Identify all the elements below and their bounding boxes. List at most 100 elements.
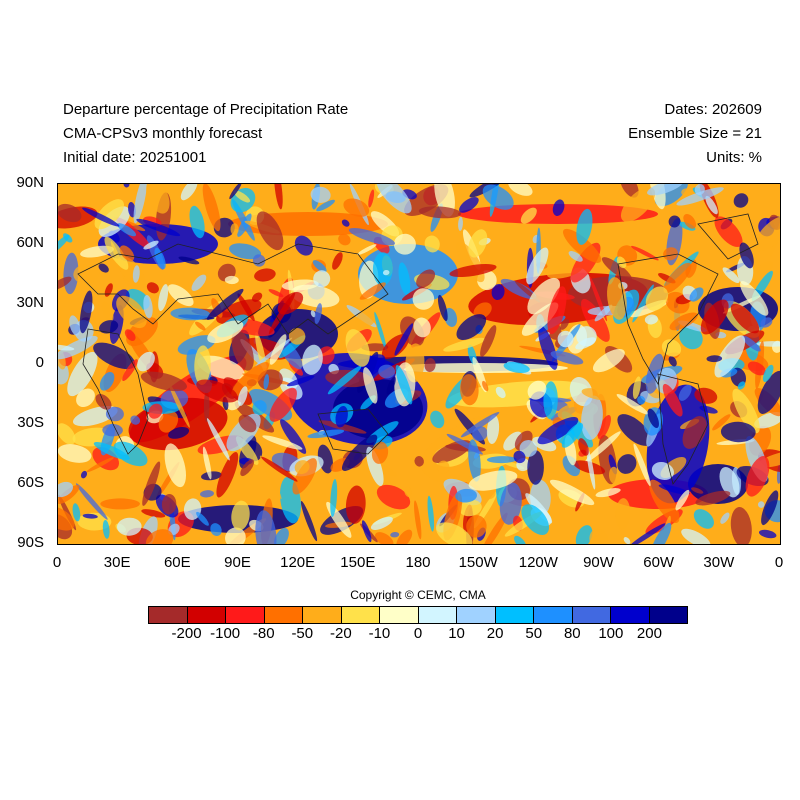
colorbar-tick-label: 50 — [525, 625, 543, 642]
colorbar-tick-label: -10 — [368, 625, 391, 642]
anomaly-patch — [482, 184, 514, 210]
anomaly-patch — [252, 292, 263, 302]
anomaly-patch — [73, 263, 100, 284]
anomaly-patch — [80, 245, 114, 258]
anomaly-patch — [348, 228, 395, 246]
anomaly-patch — [706, 355, 723, 363]
anomaly-patch — [589, 528, 609, 544]
anomaly-patch — [104, 236, 129, 270]
colorbar-tick-label: -80 — [252, 625, 275, 642]
anomaly-patch — [396, 529, 413, 544]
anomaly-patch — [210, 523, 222, 537]
anomaly-patch — [158, 284, 169, 312]
anomaly-patch — [649, 479, 680, 523]
anomaly-patch — [161, 494, 177, 515]
anomaly-patch — [310, 310, 316, 318]
anomaly-patch — [58, 276, 72, 290]
anomaly-patch — [562, 228, 602, 263]
anomaly-patch — [486, 414, 500, 445]
anomaly-patch — [69, 315, 81, 336]
anomaly-patch — [427, 495, 435, 532]
anomaly-patch — [146, 282, 159, 294]
anomaly-patch — [682, 416, 707, 449]
anomaly-patch — [527, 277, 561, 315]
anomaly-patch — [434, 184, 455, 217]
coastline — [317, 408, 389, 455]
anomaly-patch — [145, 529, 174, 544]
anomaly-patch — [503, 361, 530, 374]
anomaly-patch — [58, 444, 92, 463]
coastlines — [77, 213, 759, 485]
colorbar-swatch — [457, 607, 496, 623]
anomaly-patch — [669, 312, 698, 331]
anomaly-patch — [668, 215, 681, 228]
anomaly-patch — [361, 520, 372, 543]
colorbar-swatch — [534, 607, 573, 623]
colorbar-tick-label: 10 — [448, 625, 465, 642]
anomaly-patch — [67, 351, 98, 397]
colorbar-swatch — [572, 607, 611, 623]
anomaly-patch — [668, 356, 677, 367]
anomaly-patch — [681, 528, 711, 544]
anomaly-patch — [117, 223, 137, 237]
anomaly-patch — [608, 466, 619, 484]
units-label: Units: % — [706, 149, 762, 166]
anomaly-patch — [237, 293, 255, 322]
anomaly-patch — [650, 522, 672, 544]
anomaly-patch — [527, 450, 544, 485]
lon-tick-label: 0 — [774, 554, 784, 571]
anomaly-patch — [418, 206, 462, 219]
anomaly-patch — [274, 184, 283, 210]
anomaly-patch — [113, 441, 148, 467]
anomaly-patch — [394, 323, 414, 356]
anomaly-patch — [620, 187, 656, 222]
anomaly-patch — [754, 412, 780, 429]
anomaly-patch — [316, 199, 335, 212]
anomaly-patch — [142, 461, 161, 506]
anomaly-patch — [154, 247, 166, 270]
anomaly-patch — [691, 487, 704, 494]
anomaly-patch — [561, 422, 584, 448]
anomaly-patch — [164, 443, 187, 488]
anomaly-patch — [318, 420, 367, 434]
anomaly-patch — [357, 244, 377, 256]
anomaly-patch — [229, 184, 242, 200]
anomaly-patch — [82, 207, 120, 227]
anomaly-patch — [601, 257, 632, 281]
initial-date: Initial date: 20251001 — [63, 149, 207, 166]
anomaly-patch — [416, 269, 436, 288]
lon-tick-label: 150W — [458, 554, 498, 571]
anomaly-patch — [224, 275, 239, 285]
forecast-dates: Dates: 202609 — [664, 101, 762, 118]
anomaly-patch — [274, 527, 289, 544]
anomaly-patch — [101, 301, 114, 322]
copyright-note: Copyright © CEMC, CMA — [350, 588, 486, 602]
anomaly-patch — [443, 337, 486, 352]
anomaly-patch — [189, 205, 205, 239]
anomaly-patch — [552, 199, 565, 216]
anomaly-patch — [200, 490, 214, 498]
anomaly-patch — [455, 488, 477, 503]
anomaly-patch — [343, 198, 370, 217]
anomaly-patch — [503, 431, 523, 451]
anomaly-patch — [368, 189, 375, 208]
anomaly-patch — [168, 426, 190, 439]
anomaly-patch — [628, 523, 666, 544]
anomaly-patch — [302, 344, 323, 375]
anomaly-patch — [568, 251, 583, 262]
anomaly-patch — [597, 415, 611, 440]
anomaly-patch — [623, 537, 631, 544]
colorbar-swatch — [264, 607, 303, 623]
anomaly-patch — [76, 388, 95, 408]
anomaly-patch — [581, 395, 603, 440]
anomaly-patch — [327, 365, 362, 395]
anomaly-patch — [520, 207, 537, 224]
anomaly-patch — [758, 529, 777, 539]
anomaly-patch — [143, 294, 153, 319]
anomaly-patch — [424, 358, 436, 373]
anomaly-patch — [560, 318, 570, 330]
anomaly-patch — [280, 419, 307, 454]
anomaly-patch — [663, 262, 692, 294]
anomaly-patch — [480, 325, 497, 357]
anomaly-patch — [414, 456, 424, 467]
